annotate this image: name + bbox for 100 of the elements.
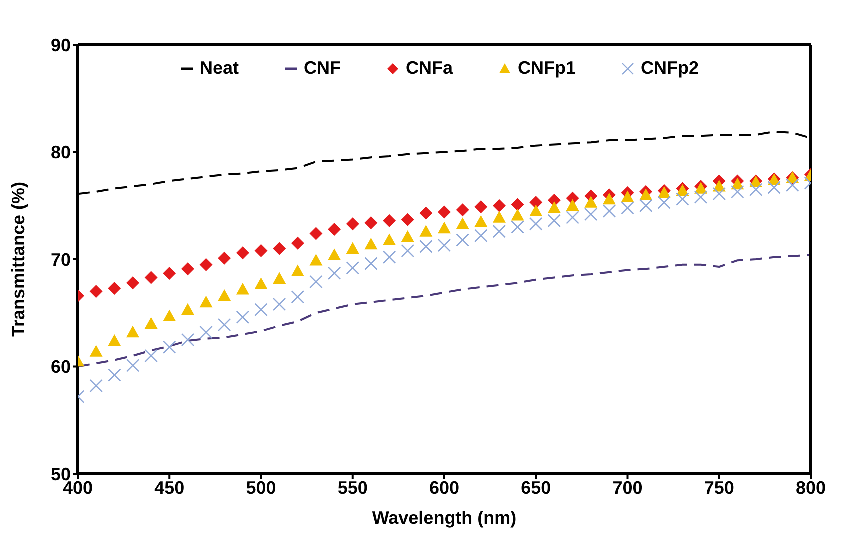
point	[144, 317, 158, 330]
point	[218, 289, 232, 302]
point	[658, 186, 671, 198]
point	[566, 199, 580, 212]
point	[346, 218, 360, 231]
point	[236, 310, 250, 324]
legend-label: CNFp1	[518, 58, 576, 79]
x-tick-label: 650	[521, 478, 552, 498]
point	[474, 229, 488, 243]
point	[749, 183, 763, 196]
legend-label: Neat	[200, 58, 239, 79]
point	[126, 326, 140, 338]
point	[420, 206, 433, 220]
point	[126, 276, 140, 290]
point	[328, 222, 342, 236]
point	[456, 234, 470, 247]
point	[163, 310, 176, 322]
y-tick-label: 80	[50, 142, 71, 163]
point	[200, 296, 213, 308]
x-tick-label: 700	[612, 478, 643, 498]
point	[310, 227, 323, 240]
point	[200, 258, 213, 272]
point	[731, 185, 744, 199]
point	[272, 298, 286, 312]
point	[254, 244, 268, 258]
point	[401, 213, 414, 226]
y-tick-label: 60	[50, 357, 71, 378]
point	[144, 271, 158, 284]
point	[346, 242, 360, 254]
point	[346, 261, 360, 275]
point	[438, 238, 452, 252]
point	[236, 246, 250, 260]
point	[474, 215, 488, 228]
x-tick-label: 500	[246, 478, 276, 498]
point	[420, 225, 433, 237]
point	[162, 340, 176, 354]
point	[474, 200, 488, 214]
point	[364, 216, 378, 230]
point	[566, 211, 580, 224]
x-tick-label: 550	[338, 478, 368, 498]
point	[511, 198, 524, 212]
y-tick-label: 70	[50, 250, 71, 270]
point	[273, 272, 286, 284]
point	[236, 283, 250, 295]
point	[548, 202, 561, 214]
point	[621, 190, 634, 202]
point	[218, 252, 232, 265]
point	[108, 282, 122, 295]
point	[420, 240, 433, 254]
point	[291, 264, 304, 276]
point	[181, 333, 195, 347]
point	[108, 368, 122, 382]
point	[639, 199, 653, 213]
point	[310, 275, 323, 289]
point	[768, 180, 781, 194]
point	[621, 201, 634, 215]
y-tick-label: 90	[50, 35, 71, 56]
point	[90, 379, 103, 393]
point	[273, 242, 286, 256]
point	[530, 196, 543, 210]
point	[364, 238, 378, 250]
x-tick-label: 600	[429, 478, 460, 498]
point	[200, 326, 213, 340]
point	[181, 303, 194, 316]
point	[438, 206, 451, 219]
point	[548, 214, 562, 228]
point	[712, 187, 726, 201]
x-tick-label: 450	[154, 478, 185, 498]
point	[364, 257, 378, 270]
point	[254, 278, 268, 290]
point	[401, 244, 414, 258]
point	[90, 345, 103, 357]
point	[291, 236, 304, 250]
point	[511, 209, 524, 221]
point	[530, 204, 543, 216]
point	[602, 192, 616, 205]
point	[492, 211, 506, 223]
point	[328, 248, 342, 260]
legend-label: CNFa	[406, 58, 454, 79]
point	[786, 178, 800, 192]
point	[492, 199, 506, 212]
legend-label: CNF	[304, 58, 341, 79]
point	[383, 214, 396, 228]
line-series	[78, 254, 811, 368]
point	[456, 204, 470, 217]
point	[144, 349, 158, 363]
x-tick-label: 800	[796, 478, 826, 498]
point	[382, 250, 396, 264]
point	[310, 254, 323, 266]
point	[511, 220, 524, 234]
point	[602, 204, 616, 218]
point	[640, 188, 653, 200]
point	[492, 224, 506, 238]
point	[694, 190, 708, 204]
x-axis-title: Wavelength (nm)	[372, 508, 517, 528]
point	[163, 266, 176, 280]
point	[218, 318, 232, 332]
point	[529, 217, 543, 231]
point	[584, 208, 598, 222]
point	[291, 290, 305, 304]
